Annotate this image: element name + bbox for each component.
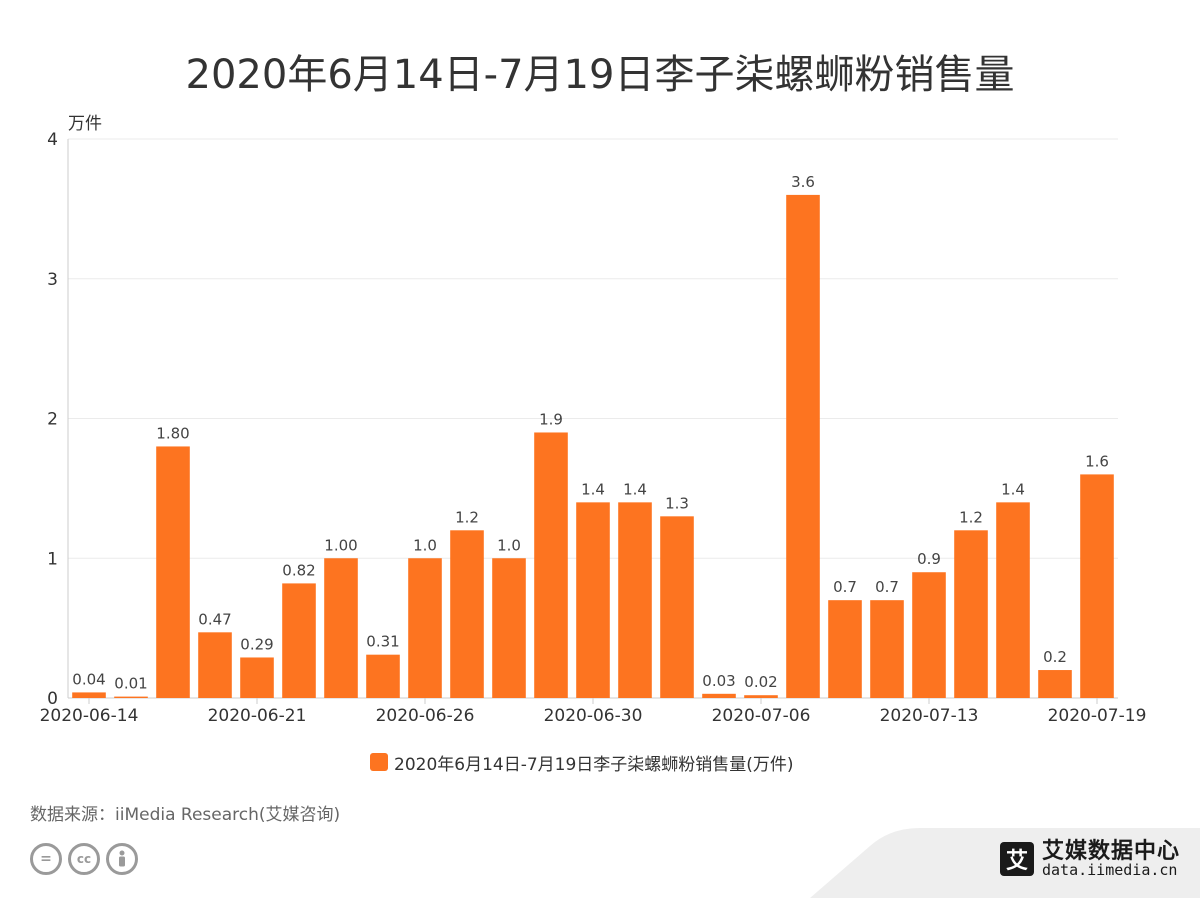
bar[interactable] xyxy=(954,530,988,698)
bar[interactable] xyxy=(1038,670,1072,698)
bar[interactable] xyxy=(198,632,232,698)
chart-title: 2020年6月14日-7月19日李子柒螺蛳粉销售量 xyxy=(185,52,1015,98)
data-label: 1.2 xyxy=(455,508,479,526)
data-label: 0.47 xyxy=(198,610,231,628)
x-tick-label: 2020-06-14 xyxy=(40,706,139,726)
brand-url: data.iimedia.cn xyxy=(1041,861,1178,880)
data-label: 0.9 xyxy=(917,550,941,568)
bar[interactable] xyxy=(282,583,316,698)
data-label: 0.03 xyxy=(702,672,735,690)
bar[interactable] xyxy=(366,654,400,698)
data-label: 0.01 xyxy=(114,675,147,693)
x-tick-label: 2020-06-26 xyxy=(376,706,475,726)
bar[interactable] xyxy=(324,558,358,698)
bar[interactable] xyxy=(702,693,736,698)
bar[interactable] xyxy=(534,432,568,698)
bar[interactable] xyxy=(576,502,610,698)
data-label: 1.6 xyxy=(1085,452,1109,470)
x-tick-label: 2020-06-30 xyxy=(544,706,643,726)
bar[interactable] xyxy=(408,558,442,698)
data-label: 1.3 xyxy=(665,494,689,512)
y-tick-label: 3 xyxy=(47,270,58,290)
bar[interactable] xyxy=(240,657,274,698)
data-label: 1.4 xyxy=(581,480,605,498)
bar[interactable] xyxy=(870,600,904,698)
bar-chart: 0 1 2 3 4 万件 0.04 0.01 1.80 0.47 0.29 0.82 1.00 0.31 1… xyxy=(40,114,1147,726)
data-label: 0.7 xyxy=(833,578,857,596)
legend-swatch xyxy=(370,753,388,771)
brand-name: 艾媒数据中心 xyxy=(1041,839,1180,864)
equals-icon: = xyxy=(30,843,62,875)
data-label: 0.04 xyxy=(72,670,105,688)
data-label: 1.00 xyxy=(324,536,357,554)
y-tick-label: 1 xyxy=(47,549,58,569)
bar[interactable] xyxy=(996,502,1030,698)
y-tick-label: 2 xyxy=(47,410,58,430)
legend-label: 2020年6月14日-7月19日李子柒螺蛳粉销售量(万件) xyxy=(394,754,794,775)
data-label: 0.29 xyxy=(240,635,273,653)
y-tick-label: 4 xyxy=(47,130,58,150)
bar[interactable] xyxy=(114,696,148,698)
bar[interactable] xyxy=(618,502,652,698)
data-label: 1.4 xyxy=(1001,480,1025,498)
bar[interactable] xyxy=(912,572,946,698)
data-label: 1.9 xyxy=(539,410,563,428)
data-label: 0.31 xyxy=(366,633,399,651)
brand-logo: 艾 xyxy=(999,842,1034,877)
data-label: 1.4 xyxy=(623,480,647,498)
bar[interactable] xyxy=(660,516,694,698)
bar[interactable] xyxy=(72,692,106,698)
data-label: 0.2 xyxy=(1043,648,1067,666)
data-label: 0.02 xyxy=(744,673,777,691)
bar[interactable] xyxy=(744,695,778,698)
cc-icon: cc xyxy=(68,843,100,875)
bar[interactable] xyxy=(786,194,820,698)
bar[interactable] xyxy=(492,558,526,698)
bar[interactable] xyxy=(156,446,190,698)
data-label: 0.7 xyxy=(875,578,899,596)
y-tick-label: 0 xyxy=(47,689,58,709)
x-tick-label: 2020-07-19 xyxy=(1048,706,1147,726)
x-tick-label: 2020-07-13 xyxy=(880,706,979,726)
bar[interactable] xyxy=(828,600,862,698)
bar[interactable] xyxy=(1080,474,1114,698)
data-label: 1.0 xyxy=(413,536,437,554)
data-label: 0.82 xyxy=(282,561,315,579)
x-tick-label: 2020-07-06 xyxy=(712,706,811,726)
bar[interactable] xyxy=(450,530,484,698)
data-label: 1.2 xyxy=(959,508,983,526)
brand-mark[interactable]: 艾 艾媒数据中心 data.iimedia.cn xyxy=(999,839,1180,880)
data-label: 3.6 xyxy=(791,173,815,191)
license-icons: = cc xyxy=(30,843,138,875)
person-icon xyxy=(106,843,138,875)
legend[interactable]: 2020年6月14日-7月19日李子柒螺蛳粉销售量(万件) xyxy=(370,750,794,775)
x-tick-label: 2020-06-21 xyxy=(208,706,307,726)
y-unit-label: 万件 xyxy=(68,114,102,134)
source-note: 数据来源：iiMedia Research(艾媒咨询) xyxy=(30,805,341,825)
data-label: 1.80 xyxy=(156,424,189,442)
data-label: 1.0 xyxy=(497,536,521,554)
